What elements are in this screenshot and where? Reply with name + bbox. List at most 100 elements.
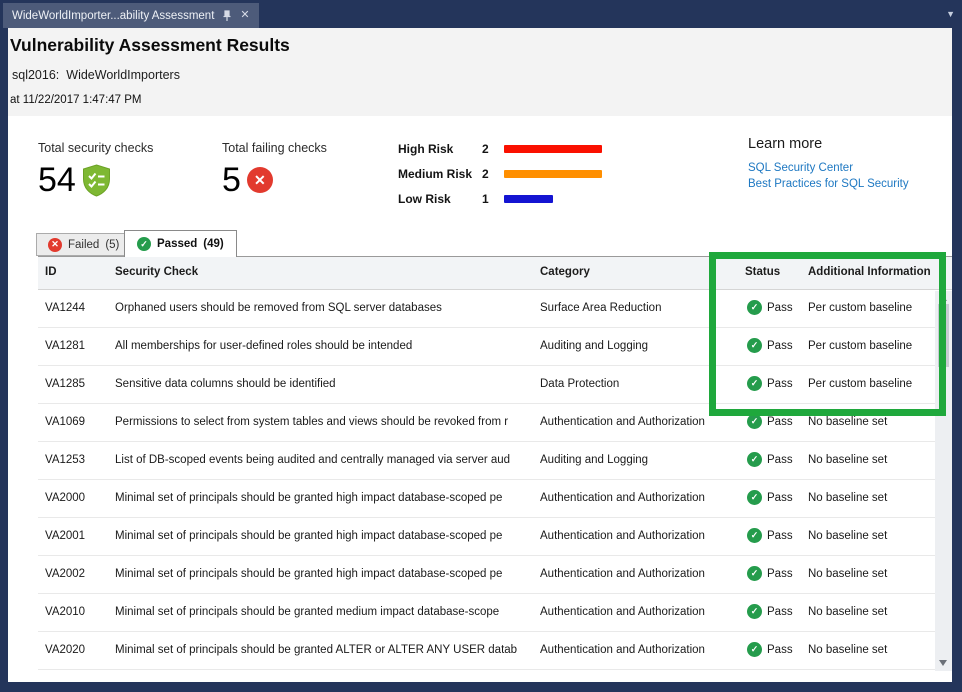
tab-list-dropdown-icon[interactable]: ▼ [946, 9, 955, 19]
scan-timestamp: at 11/22/2017 1:47:47 PM [10, 94, 142, 106]
document-tab[interactable]: WideWorldImporter...ability Assessment ✕ [3, 3, 259, 28]
scrollbar-thumb[interactable] [938, 304, 949, 367]
cell-status: ✓ Pass [747, 300, 805, 315]
pass-icon: ✓ [747, 338, 762, 353]
total-checks-value: 54 [38, 161, 76, 199]
cell-id: VA1244 [45, 302, 86, 314]
pass-icon: ✓ [747, 452, 762, 467]
column-header-id: ID [45, 266, 57, 278]
risk-label: Low Risk [398, 191, 451, 206]
risk-label: Medium Risk [398, 166, 473, 181]
cell-security-check: Permissions to select from system tables… [115, 416, 509, 428]
pass-icon: ✓ [747, 376, 762, 391]
cell-category: Data Protection [540, 378, 620, 390]
cell-security-check: Minimal set of principals should be gran… [115, 492, 503, 504]
risk-item-low: Low Risk 1 [398, 186, 602, 211]
cell-category: Authentication and Authorization [540, 530, 705, 542]
table-row[interactable]: VA1069 Permissions to select from system… [38, 404, 952, 442]
pass-icon: ✓ [747, 642, 762, 657]
cell-security-check: Minimal set of principals should be gran… [115, 606, 500, 618]
status-text: Pass [767, 491, 793, 504]
failing-checks-label: Total failing checks [222, 141, 327, 155]
cell-security-check: Minimal set of principals should be gran… [115, 530, 503, 542]
pass-icon: ✓ [747, 566, 762, 581]
cell-category: Authentication and Authorization [540, 644, 705, 656]
table-row[interactable]: VA2010 Minimal set of principals should … [38, 594, 952, 632]
table-row[interactable]: VA2000 Minimal set of principals should … [38, 480, 952, 518]
cell-additional-information: Per custom baseline [808, 302, 913, 314]
table-row[interactable]: VA1285 Sensitive data columns should be … [38, 366, 952, 404]
scroll-down-icon[interactable] [939, 660, 947, 666]
tab-passed[interactable]: ✓ Passed (49) [124, 230, 237, 257]
cell-additional-information: No baseline set [808, 492, 888, 504]
cell-additional-information: No baseline set [808, 568, 888, 580]
pin-icon[interactable] [222, 9, 232, 22]
cell-security-check: Sensitive data columns should be identif… [115, 378, 336, 390]
pass-icon: ✓ [747, 490, 762, 505]
column-header-additional-information: Additional Information [808, 266, 931, 278]
table-row[interactable]: VA2020 Minimal set of principals should … [38, 632, 952, 670]
report-header: Vulnerability Assessment Results sql2016… [8, 28, 952, 116]
cell-status: ✓ Pass [747, 452, 805, 467]
page-title: Vulnerability Assessment Results [10, 35, 290, 55]
risk-item-medium: Medium Risk 2 [398, 161, 602, 186]
link-best-practices[interactable]: Best Practices for SQL Security [748, 177, 909, 190]
cell-id: VA1069 [45, 416, 86, 428]
cell-security-check: Minimal set of principals should be gran… [115, 644, 518, 656]
cell-additional-information: Per custom baseline [808, 378, 913, 390]
cell-id: VA1281 [45, 340, 86, 352]
cell-id: VA2010 [45, 606, 86, 618]
cell-status: ✓ Pass [747, 490, 805, 505]
error-circle-icon: ✕ [246, 167, 273, 193]
link-sql-security-center[interactable]: SQL Security Center [748, 162, 854, 174]
cell-security-check: Orphaned users should be removed from SQ… [115, 302, 442, 314]
results-table: ID Security Check Category Status Additi… [38, 256, 952, 671]
passed-tab-icon: ✓ [137, 237, 151, 251]
cell-id: VA2020 [45, 644, 86, 656]
status-text: Pass [767, 377, 793, 390]
cell-additional-information: No baseline set [808, 454, 888, 466]
document-tab-strip: WideWorldImporter...ability Assessment ✕… [0, 0, 962, 28]
table-header-row: ID Security Check Category Status Additi… [38, 257, 952, 290]
tab-failed[interactable]: ✕ Failed (5) [36, 233, 132, 256]
cell-status: ✓ Pass [747, 338, 805, 353]
table-row[interactable]: VA2001 Minimal set of principals should … [38, 518, 952, 556]
risk-item-high: High Risk 2 [398, 136, 602, 161]
column-header-security-check: Security Check [115, 266, 199, 278]
cell-additional-information: No baseline set [808, 606, 888, 618]
cell-additional-information: No baseline set [808, 416, 888, 428]
status-text: Pass [767, 453, 793, 466]
pass-icon: ✓ [747, 604, 762, 619]
cell-id: VA2002 [45, 568, 86, 580]
cell-additional-information: Per custom baseline [808, 340, 913, 352]
failed-tab-count: (5) [105, 238, 120, 251]
status-text: Pass [767, 339, 793, 352]
risk-legend: High Risk 2 Medium Risk 2 Low Risk 1 [398, 136, 602, 211]
total-checks-label: Total security checks [38, 141, 154, 155]
status-text: Pass [767, 301, 793, 314]
status-text: Pass [767, 567, 793, 580]
scroll-up-icon[interactable] [939, 295, 947, 301]
learn-more-section: Learn more SQL Security Center Best Prac… [748, 136, 909, 192]
cell-status: ✓ Pass [747, 414, 805, 429]
cell-category: Auditing and Logging [540, 454, 649, 466]
passed-tab-label: Passed [157, 238, 198, 250]
table-row[interactable]: VA1281 All memberships for user-defined … [38, 328, 952, 366]
cell-additional-information: No baseline set [808, 644, 888, 656]
cell-category: Authentication and Authorization [540, 606, 705, 618]
cell-id: VA2000 [45, 492, 86, 504]
risk-bar [504, 169, 602, 178]
status-text: Pass [767, 643, 793, 656]
cell-status: ✓ Pass [747, 376, 805, 391]
passed-tab-count: (49) [203, 238, 224, 250]
close-icon[interactable]: ✕ [240, 9, 250, 21]
failed-tab-icon: ✕ [48, 237, 62, 252]
cell-security-check: List of DB-scoped events being audited a… [115, 454, 511, 466]
server-database-line: sql2016: WideWorldImporters [12, 68, 180, 82]
cell-category: Authentication and Authorization [540, 492, 705, 504]
vertical-scrollbar[interactable] [935, 291, 952, 671]
table-row[interactable]: VA1253 List of DB-scoped events being au… [38, 442, 952, 480]
table-row[interactable]: VA1244 Orphaned users should be removed … [38, 290, 952, 328]
cell-category: Auditing and Logging [540, 340, 649, 352]
table-row[interactable]: VA2002 Minimal set of principals should … [38, 556, 952, 594]
